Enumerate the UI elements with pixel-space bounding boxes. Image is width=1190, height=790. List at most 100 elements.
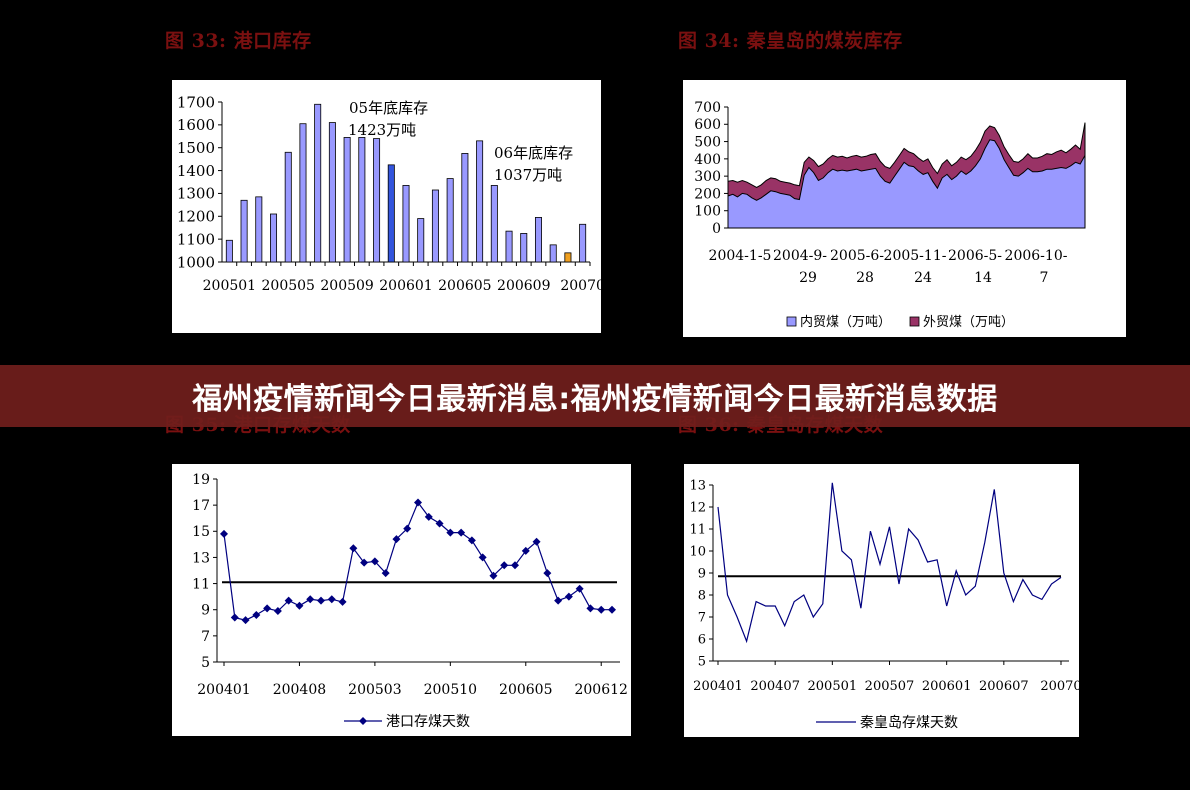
bar-chart-y-tick-label: 1400 (177, 162, 215, 180)
inventory-bar (358, 137, 366, 263)
inventory-bar (299, 123, 307, 263)
area-chart-x-label-line2: 14 (974, 270, 992, 286)
area-chart-x-label: 2006-5- (948, 248, 1002, 264)
qhd-days-line (717, 482, 1062, 644)
inventory-bar (284, 151, 292, 263)
area-chart-x-label: 2006-10- (1005, 248, 1068, 264)
port-days-point (392, 535, 401, 544)
days-chart-x-label: 200612 (574, 682, 627, 698)
days-chart-y-tick-label: 17 (192, 498, 210, 514)
annotation-06-line2: 1037万吨 (494, 166, 562, 184)
qhd-days-chart-x-label: 20070 (1040, 679, 1079, 694)
qhd-days-chart-x-label: 200507 (865, 679, 915, 694)
port-inventory-chart: 1000 1100 1200 1300 1400 1500 1600 1700 200501 20… (172, 80, 601, 333)
qhd-days-chart-y-tick-label: 13 (689, 479, 706, 494)
qhd-days-chart-y-tick-label: 9 (698, 567, 706, 582)
qinhuangdao-coal-days-svg: 5 6 7 8 9 10 11 12 13 200401 200407 200501 200507 200… (689, 479, 1079, 731)
port-days-point (478, 553, 487, 562)
port-days-point (381, 569, 390, 578)
port-days-point (586, 604, 595, 613)
days-chart-y-tick-label: 5 (201, 655, 210, 671)
inventory-bar (534, 217, 542, 263)
days-chart-y-tick-label: 19 (192, 472, 210, 488)
qhd-days-chart-y-tick-label: 5 (698, 655, 706, 670)
port-coal-days-chart: 5 7 9 11 13 15 17 19 200401 200408 200503 200510 200… (172, 464, 631, 736)
inventory-bar (343, 137, 351, 263)
port-days-point (457, 528, 466, 537)
port-days-point (370, 557, 379, 566)
port-days-point (403, 524, 412, 533)
port-days-point (564, 592, 573, 601)
port-days-line (223, 501, 612, 621)
port-days-point (360, 558, 369, 567)
port-days-point (554, 596, 563, 605)
bar-chart-y-tick-label: 1500 (177, 139, 215, 157)
days-chart-x-label: 200503 (348, 682, 401, 698)
inventory-bar (328, 122, 336, 263)
inventory-bar (549, 244, 557, 263)
legend-foreign-label: 外贸煤（万吨） (923, 315, 1014, 330)
area-chart-x-label: 2004-9- (773, 248, 827, 264)
days-chart-y-tick-label: 11 (192, 576, 210, 592)
inventory-bar (461, 153, 469, 263)
area-chart-y-tick-label: 0 (712, 221, 721, 237)
port-days-point (467, 536, 476, 545)
bar-chart-x-label: 20070 (560, 278, 601, 294)
inventory-bar (373, 138, 381, 263)
port-days-point (435, 519, 444, 528)
port-coal-days-svg: 5 7 9 11 13 15 17 19 200401 200408 200503 200510 200… (192, 472, 628, 730)
legend-domestic-swatch (786, 316, 797, 327)
qhd-days-chart-y-tick-label: 7 (698, 611, 706, 626)
days-chart-x-label: 200510 (424, 682, 477, 698)
qhd-days-chart-x-label: 200601 (922, 679, 972, 694)
area-chart-y-tick-label: 300 (694, 169, 721, 185)
qhd-days-chart-y-tick-label: 6 (698, 633, 706, 648)
port-days-point (414, 498, 422, 507)
area-chart-x-label: 2005-6- (830, 248, 884, 264)
bar-chart-x-label: 200601 (379, 278, 432, 294)
bar-chart-y-tick-label: 1700 (177, 93, 215, 111)
headline-text: 福州疫情新闻今日最新消息:福州疫情新闻今日最新消息数据 (192, 382, 998, 417)
port-inventory-svg: 1000 1100 1200 1300 1400 1500 1600 1700 200501 20… (177, 93, 601, 294)
inventory-bar (579, 223, 587, 263)
port-days-point (521, 546, 530, 555)
days-chart-y-tick-label: 9 (201, 603, 210, 619)
inventory-bar (490, 185, 498, 263)
area-chart-x-label-line2: 29 (799, 270, 817, 286)
port-days-point (575, 584, 584, 593)
bar-chart-y-tick-label: 1200 (177, 208, 215, 226)
inventory-bar (402, 185, 410, 263)
port-days-point (489, 571, 498, 580)
legend-marker (359, 717, 367, 725)
port-days-point (317, 596, 325, 605)
port-days-point (241, 616, 250, 625)
days-chart-x-label: 200401 (197, 682, 250, 698)
qhd-days-chart-x-label: 200607 (979, 679, 1029, 694)
area-chart-y-tick-label: 200 (694, 186, 721, 202)
inventory-bar (240, 199, 248, 263)
days-chart-y-tick-label: 15 (192, 524, 210, 540)
port-days-point (327, 595, 336, 604)
qinhuangdao-coal-days-chart: 5 6 7 8 9 10 11 12 13 200401 200407 200501 200507 200… (684, 464, 1079, 737)
port-days-point (284, 596, 293, 605)
area-chart-x-label-line2: 28 (856, 270, 874, 286)
qhd-days-chart-x-label: 200407 (750, 679, 800, 694)
port-days-point (446, 528, 455, 537)
port-days-point (263, 604, 272, 613)
area-chart-y-tick-label: 600 (694, 117, 721, 133)
area-chart-x-label-line2: 24 (914, 270, 932, 286)
area-chart-y-tick-label: 700 (694, 100, 721, 116)
bar-chart-x-label: 200605 (438, 278, 491, 294)
inventory-bar (255, 196, 263, 263)
figure-34-title: 图 34: 秦皇岛的煤炭库存 (678, 30, 903, 52)
bar-chart-y-tick-label: 1600 (177, 116, 215, 134)
annotation-05-line2: 1423万吨 (348, 121, 416, 139)
qinhuangdao-inventory-chart: 0 100 200 300 400 500 600 700 2004-1-5 2004-9- 29 2… (683, 80, 1126, 337)
bar-chart-y-tick-label: 1100 (177, 230, 215, 248)
annotation-05-line1: 05年底库存 (349, 99, 428, 117)
area-chart-y-tick-label: 500 (694, 134, 721, 150)
inventory-bar (270, 213, 278, 263)
area-chart-y-tick-label: 400 (694, 152, 721, 168)
inventory-bar (314, 103, 322, 263)
